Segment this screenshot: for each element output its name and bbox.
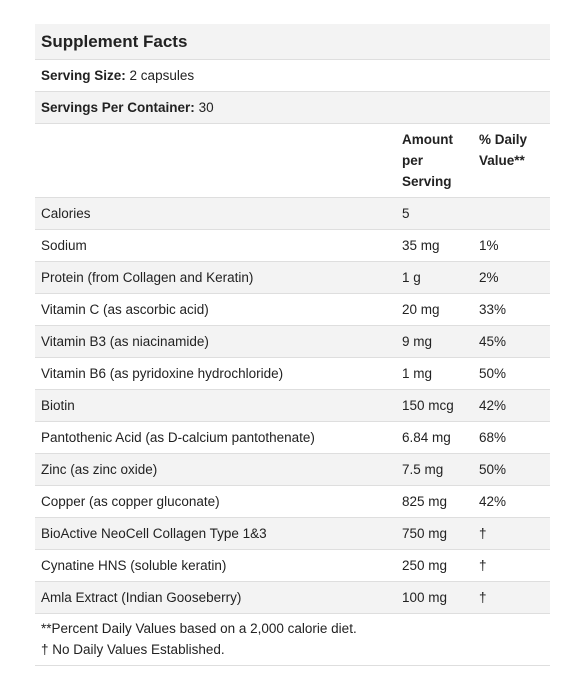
nutrient-daily-value: 42% bbox=[473, 389, 551, 422]
table-row: BioActive NeoCell Collagen Type 1&3 750 m… bbox=[35, 517, 551, 550]
nutrient-daily-value bbox=[473, 197, 551, 230]
nutrient-daily-value: † bbox=[473, 581, 551, 614]
nutrient-amount: 5 bbox=[396, 197, 473, 230]
nutrient-amount: 20 mg bbox=[396, 293, 473, 326]
nutrient-daily-value: 42% bbox=[473, 485, 551, 518]
nutrient-daily-value: † bbox=[473, 517, 551, 550]
nutrient-amount: 750 mg bbox=[396, 517, 473, 550]
footnote-dagger: † No Daily Values Established. bbox=[41, 641, 225, 657]
column-header-row: Amount per Serving % Daily Value** bbox=[35, 123, 551, 198]
nutrient-daily-value: 68% bbox=[473, 421, 551, 454]
title-row: Supplement Facts bbox=[35, 24, 551, 60]
footnote-daily-values: **Percent Daily Values based on a 2,000 … bbox=[41, 620, 357, 636]
table-row: Copper (as copper gluconate) 825 mg 42% bbox=[35, 485, 551, 518]
serving-size-label: Serving Size: bbox=[41, 67, 126, 83]
nutrient-name: Protein (from Collagen and Keratin) bbox=[35, 261, 396, 294]
supplement-facts-panel: Supplement Facts Serving Size: 2 capsule… bbox=[35, 24, 551, 666]
nutrient-daily-value: 50% bbox=[473, 357, 551, 390]
nutrient-daily-value: 2% bbox=[473, 261, 551, 294]
nutrient-amount: 35 mg bbox=[396, 229, 473, 262]
table-row: Pantothenic Acid (as D-calcium pantothen… bbox=[35, 421, 551, 454]
servings-per-container-row: Servings Per Container: 30 bbox=[35, 91, 551, 124]
nutrient-name: Amla Extract (Indian Gooseberry) bbox=[35, 581, 396, 614]
nutrient-name: Biotin bbox=[35, 389, 396, 422]
daily-value-column-header: % Daily Value** bbox=[473, 123, 551, 198]
nutrient-name: Copper (as copper gluconate) bbox=[35, 485, 396, 518]
nutrient-name: Vitamin B3 (as niacinamide) bbox=[35, 325, 396, 358]
table-row: Zinc (as zinc oxide) 7.5 mg 50% bbox=[35, 453, 551, 486]
supplement-facts-table: Supplement Facts Serving Size: 2 capsule… bbox=[35, 24, 551, 614]
nutrient-amount: 1 g bbox=[396, 261, 473, 294]
nutrient-amount: 9 mg bbox=[396, 325, 473, 358]
nutrient-amount: 250 mg bbox=[396, 549, 473, 582]
serving-size-row: Serving Size: 2 capsules bbox=[35, 59, 551, 92]
nutrient-daily-value: 33% bbox=[473, 293, 551, 326]
nutrient-daily-value: 45% bbox=[473, 325, 551, 358]
table-row: Cynatine HNS (soluble keratin) 250 mg † bbox=[35, 549, 551, 582]
table-row: Calories 5 bbox=[35, 197, 551, 230]
table-row: Protein (from Collagen and Keratin) 1 g 2% bbox=[35, 261, 551, 294]
nutrient-amount: 825 mg bbox=[396, 485, 473, 518]
nutrient-amount: 6.84 mg bbox=[396, 421, 473, 454]
panel-title: Supplement Facts bbox=[35, 24, 551, 60]
table-row: Sodium 35 mg 1% bbox=[35, 229, 551, 262]
table-row: Vitamin C (as ascorbic acid) 20 mg 33% bbox=[35, 293, 551, 326]
nutrient-name: Vitamin B6 (as pyridoxine hydrochloride) bbox=[35, 357, 396, 390]
amount-column-header: Amount per Serving bbox=[396, 123, 473, 198]
nutrient-name: Cynatine HNS (soluble keratin) bbox=[35, 549, 396, 582]
nutrient-name: Zinc (as zinc oxide) bbox=[35, 453, 396, 486]
footnotes: **Percent Daily Values based on a 2,000 … bbox=[35, 614, 550, 666]
table-row: Biotin 150 mcg 42% bbox=[35, 389, 551, 422]
nutrient-name: Vitamin C (as ascorbic acid) bbox=[35, 293, 396, 326]
table-row: Vitamin B3 (as niacinamide) 9 mg 45% bbox=[35, 325, 551, 358]
nutrient-name: Calories bbox=[35, 197, 396, 230]
table-row: Vitamin B6 (as pyridoxine hydrochloride)… bbox=[35, 357, 551, 390]
nutrient-amount: 7.5 mg bbox=[396, 453, 473, 486]
nutrient-daily-value: 1% bbox=[473, 229, 551, 262]
nutrient-name: Sodium bbox=[35, 229, 396, 262]
servings-per-container-value: 30 bbox=[198, 99, 214, 115]
nutrient-daily-value: 50% bbox=[473, 453, 551, 486]
nutrient-daily-value: † bbox=[473, 549, 551, 582]
nutrient-amount: 100 mg bbox=[396, 581, 473, 614]
servings-per-container-label: Servings Per Container: bbox=[41, 99, 195, 115]
nutrient-amount: 150 mcg bbox=[396, 389, 473, 422]
table-row: Amla Extract (Indian Gooseberry) 100 mg † bbox=[35, 581, 551, 614]
nutrient-name: Pantothenic Acid (as D-calcium pantothen… bbox=[35, 421, 396, 454]
serving-size-value: 2 capsules bbox=[129, 67, 195, 83]
nutrient-amount: 1 mg bbox=[396, 357, 473, 390]
nutrient-name: BioActive NeoCell Collagen Type 1&3 bbox=[35, 517, 396, 550]
